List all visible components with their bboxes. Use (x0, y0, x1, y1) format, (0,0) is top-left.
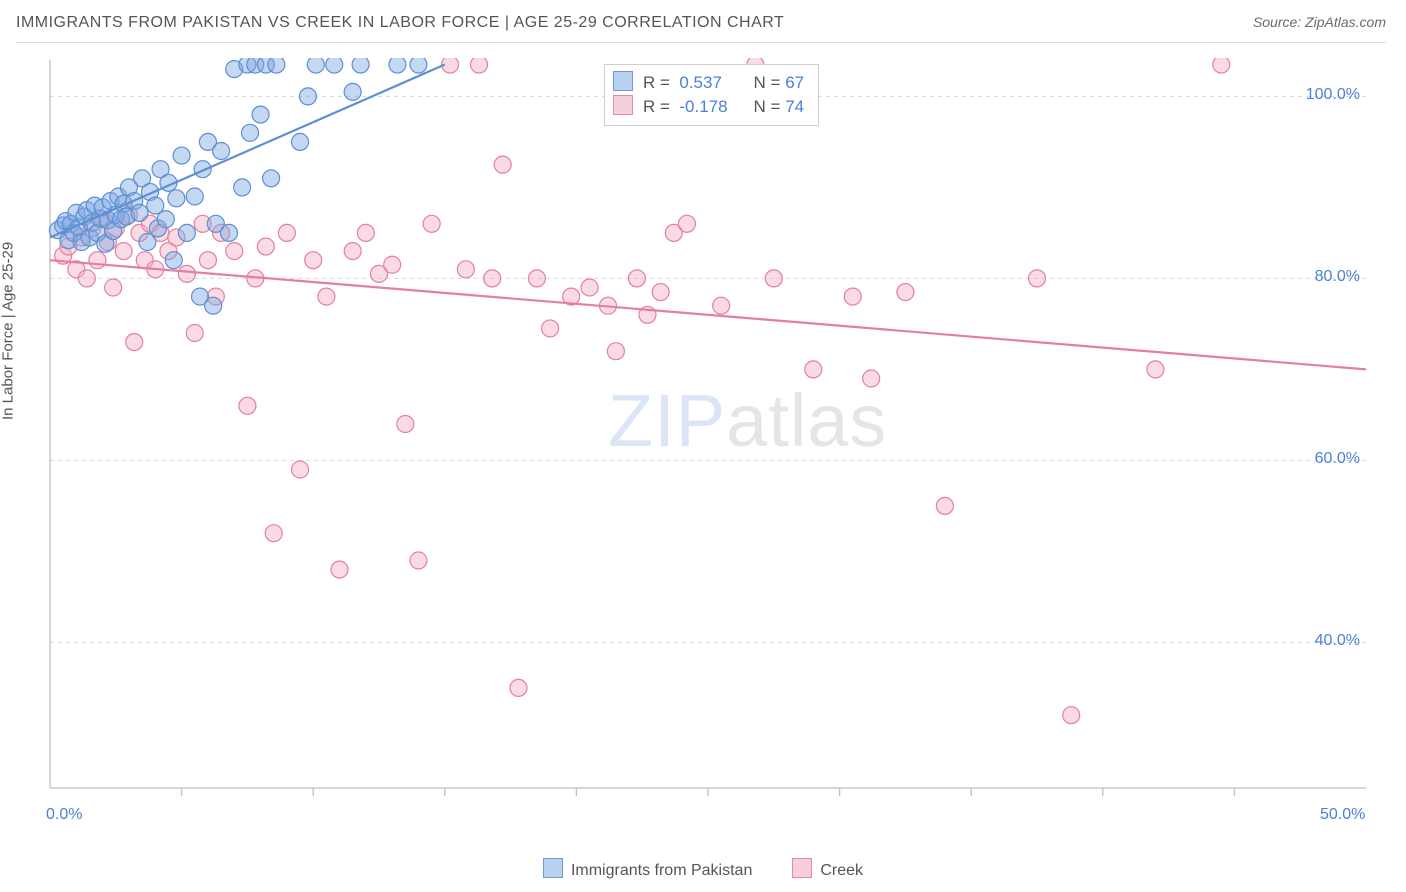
legend-item-pakistan: Immigrants from Pakistan (543, 858, 752, 880)
corr-n-value: 74 (785, 97, 804, 116)
legend-label: Immigrants from Pakistan (571, 862, 752, 879)
legend-label: Creek (820, 862, 863, 879)
scatter-chart-svg (48, 58, 1368, 818)
legend-swatch-icon (543, 858, 563, 878)
correlation-legend-box: R = 0.537 N = 67R = -0.178 N = 74 (604, 64, 819, 126)
legend-bottom: Immigrants from Pakistan Creek (0, 858, 1406, 880)
corr-row-creek: R = -0.178 N = 74 (613, 95, 804, 119)
source-attribution: Source: ZipAtlas.com (1253, 14, 1386, 30)
chart-plot-area: ZIPatlas R = 0.537 N = 67R = -0.178 N = … (48, 58, 1368, 818)
y-tick-label: 60.0% (1315, 450, 1360, 468)
y-tick-label: 80.0% (1315, 268, 1360, 286)
title-bar: IMMIGRANTS FROM PAKISTAN VS CREEK IN LAB… (16, 14, 1386, 43)
y-tick-label: 40.0% (1315, 632, 1360, 650)
legend-swatch-icon (792, 858, 812, 878)
x-tick-label: 50.0% (1320, 806, 1365, 824)
x-tick-label: 0.0% (46, 806, 82, 824)
corr-r-value: 0.537 (679, 72, 739, 95)
corr-swatch-icon (613, 71, 633, 91)
y-axis-label: In Labor Force | Age 25-29 (0, 242, 17, 420)
corr-r-value: -0.178 (679, 96, 739, 119)
corr-row-pakistan: R = 0.537 N = 67 (613, 71, 804, 95)
corr-swatch-icon (613, 95, 633, 115)
legend-item-creek: Creek (792, 858, 863, 880)
chart-title: IMMIGRANTS FROM PAKISTAN VS CREEK IN LAB… (16, 14, 784, 32)
corr-n-value: 67 (785, 73, 804, 92)
y-tick-label: 100.0% (1306, 86, 1360, 104)
